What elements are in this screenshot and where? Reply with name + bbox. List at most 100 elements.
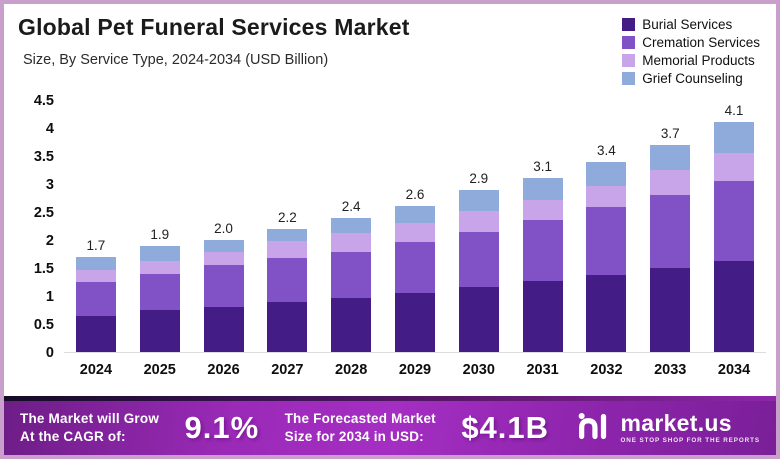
forecast-label-line2: Size for 2034 in USD:: [284, 429, 424, 444]
bar-total-label: 3.4: [597, 142, 616, 158]
bar-stack: [139, 245, 180, 352]
legend-swatch: [622, 54, 636, 67]
x-axis-label: 2030: [462, 362, 495, 378]
bar-2032: 3.4: [575, 101, 639, 352]
bar-segment: [139, 274, 180, 310]
stacked-bar-chart: 0 0.5 1 1.5 2 2.5 3 3.5 4 4.5 1.7 1.9 2.0 2.2 2.4 2.6 2…: [16, 93, 766, 378]
bar-2034: 4.1: [702, 101, 766, 352]
bar-stack: [650, 144, 691, 352]
x-axis: 2024 2025 2026 2027 2028 2029 2030 2031 2032 2033…: [64, 353, 766, 378]
bar-2033: 3.7: [638, 101, 702, 352]
bar-stack: [458, 189, 499, 352]
y-axis-tick: 4.5: [33, 92, 54, 109]
cagr-label: The Market will Grow At the CAGR of:: [20, 410, 159, 445]
bar-segment: [650, 144, 691, 171]
bar-2025: 1.9: [128, 101, 192, 352]
bar-segment: [522, 220, 563, 281]
x-axis-label: 2024: [79, 362, 113, 378]
cagr-label-line1: The Market will Grow: [20, 411, 160, 427]
x-axis-label: 2034: [717, 362, 751, 378]
legend-swatch: [622, 36, 636, 49]
y-axis-tick: 2.5: [33, 204, 54, 221]
bar-stack: [586, 161, 627, 352]
x-axis-label: 2033: [654, 362, 687, 378]
bar-segment: [267, 257, 308, 303]
bar-2029: 2.6: [383, 101, 447, 352]
bar-segment: [458, 231, 499, 288]
y-axis-tick: 3: [45, 176, 54, 193]
bar-segment: [522, 199, 563, 221]
x-axis-label: 2028: [335, 362, 368, 378]
x-axis-label: 2027: [271, 362, 304, 378]
bar-segment: [139, 310, 180, 352]
bar-segment: [522, 178, 563, 200]
legend-swatch: [622, 72, 636, 85]
bar-segment: [586, 274, 627, 352]
bar-segment: [75, 256, 116, 270]
legend-item: Memorial Products: [622, 53, 760, 68]
legend-label: Cremation Services: [642, 35, 760, 50]
bar-segment: [139, 245, 180, 262]
bar-segment: [458, 189, 499, 212]
bar-segment: [75, 315, 116, 352]
x-axis-label: 2032: [590, 362, 623, 378]
bar-stack: [267, 228, 308, 352]
x-axis-label: 2026: [207, 362, 240, 378]
legend-label: Burial Services: [642, 17, 733, 32]
bar-2030: 2.9: [447, 101, 511, 352]
bar-segment: [331, 217, 372, 233]
marketus-logo-text: market.us ONE STOP SHOP FOR THE REPORTS: [620, 409, 760, 444]
bar-total-label: 1.9: [150, 226, 170, 242]
forecast-value: $4.1B: [461, 410, 550, 445]
bar-total-label: 3.7: [660, 125, 680, 141]
bar-segment: [586, 185, 627, 207]
bar-segment: [203, 252, 244, 266]
marketus-logo-icon: [575, 407, 613, 450]
bar-segment: [267, 302, 308, 352]
bar-segment: [394, 223, 435, 242]
plot-area: 0 0.5 1 1.5 2 2.5 3 3.5 4 4.5 1.7 1.9 2.0 2.2 2.4 2.6 2…: [34, 93, 766, 360]
bar-segment: [394, 241, 435, 293]
y-axis-tick: 4: [45, 120, 54, 137]
bar-total-label: 3.1: [533, 159, 552, 175]
forecast-label: The Forecasted Market Size for 2034 in U…: [285, 410, 436, 445]
y-axis-tick: 2: [45, 232, 54, 249]
bar-stack: [203, 240, 244, 352]
bar-2026: 2.0: [192, 101, 256, 352]
bar-segment: [203, 307, 244, 352]
bar-total-label: 2.6: [405, 187, 425, 203]
y-axis-tick: 1: [45, 288, 54, 305]
x-axis-label: 2031: [526, 362, 559, 378]
cagr-value: 9.1%: [184, 410, 260, 445]
bar-segment: [267, 228, 308, 242]
bar-segment: [714, 261, 755, 352]
bar-segment: [522, 280, 563, 352]
bar-2028: 2.4: [319, 101, 383, 352]
bar-segment: [714, 181, 755, 262]
bar-total-label: 2.2: [277, 209, 297, 225]
bar-stack: [714, 122, 755, 352]
bar-segment: [75, 269, 116, 283]
bar-segment: [139, 261, 180, 275]
bar-segment: [203, 240, 244, 253]
bar-2024: 1.7: [64, 101, 128, 352]
bar-segment: [75, 282, 116, 316]
y-axis-tick: 3.5: [33, 148, 54, 165]
legend-item: Burial Services: [622, 17, 760, 32]
bar-segment: [331, 251, 372, 298]
bar-stack: [522, 178, 563, 352]
y-axis: 0 0.5 1 1.5 2 2.5 3 3.5 4 4.5: [16, 93, 54, 359]
legend-label: Memorial Products: [642, 53, 755, 68]
bar-segment: [650, 268, 691, 352]
bar-total-label: 2.9: [469, 170, 489, 186]
marketus-logo-name: market.us: [620, 409, 732, 436]
legend-swatch: [622, 18, 636, 31]
bar-segment: [267, 241, 308, 258]
x-axis-label: 2029: [398, 362, 432, 378]
y-axis-tick: 1.5: [33, 260, 54, 277]
bar-2027: 2.2: [255, 101, 319, 352]
bar-2031: 3.1: [511, 101, 575, 352]
y-axis-tick: 0.5: [33, 316, 54, 333]
bar-segment: [586, 206, 627, 275]
marketus-logo-tagline: ONE STOP SHOP FOR THE REPORTS: [620, 436, 760, 444]
